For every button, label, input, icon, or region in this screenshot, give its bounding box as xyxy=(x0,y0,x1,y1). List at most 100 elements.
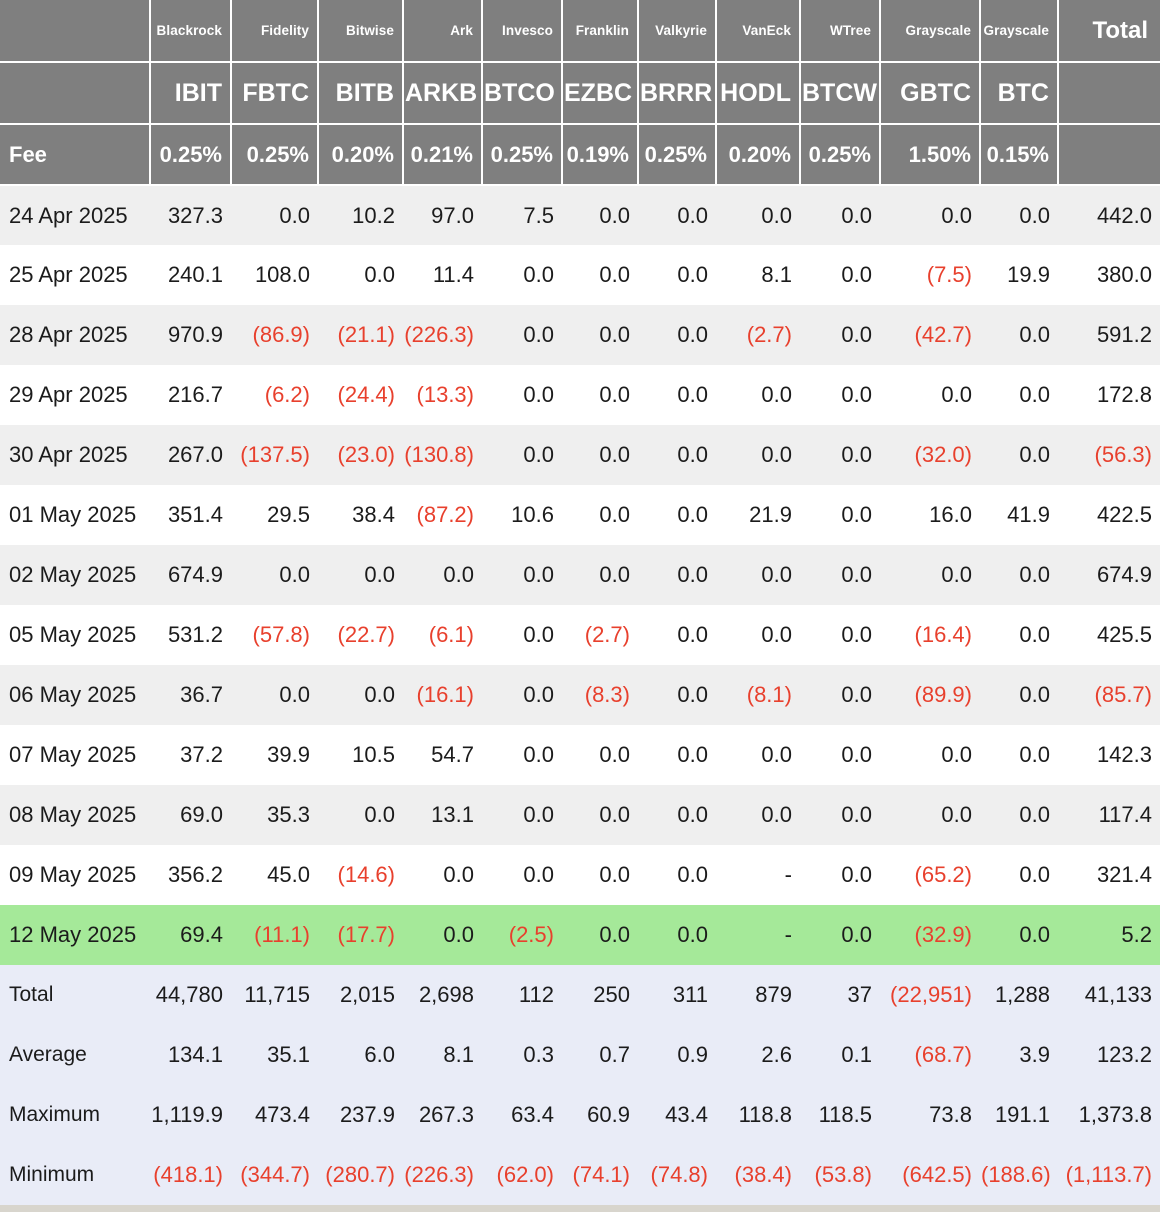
table-header: Blackrock Fidelity Bitwise Ark Invesco Frankl… xyxy=(0,0,1160,186)
summary-value-cell: (53.8) xyxy=(800,1145,880,1205)
summary-value-cell: 1,119.9 xyxy=(150,1085,231,1145)
table-row: 25 Apr 2025 240.1 108.0 0.0 11.4 0.0 0.0 0.0 8.1… xyxy=(0,245,1160,305)
row-total-cell: 172.8 xyxy=(1058,365,1160,425)
summary-total-cell: 1,373.8 xyxy=(1058,1085,1160,1145)
summary-value-cell: 0.9 xyxy=(638,1025,716,1085)
row-total-cell: 380.0 xyxy=(1058,245,1160,305)
provider-header-cell: Invesco xyxy=(481,0,563,63)
value-cell: 38.4 xyxy=(318,485,403,545)
summary-value-cell: (22,951) xyxy=(880,965,980,1025)
table-row: 02 May 2025 674.9 0.0 0.0 0.0 0.0 0.0 0.0 0.0 0.0… xyxy=(0,545,1160,605)
value-cell: 10.2 xyxy=(318,185,403,245)
corner-cell xyxy=(0,0,151,63)
value-cell: 10.6 xyxy=(482,485,562,545)
total-header-cell: Total xyxy=(1057,0,1160,63)
value-cell: 0.0 xyxy=(800,665,880,725)
ticker-header-cell: IBIT xyxy=(149,61,232,125)
summary-value-cell: 37 xyxy=(800,965,880,1025)
value-cell: 0.0 xyxy=(980,605,1058,665)
table-row: 28 Apr 2025 970.9 (86.9) (21.1) (226.3) 0.0 0.… xyxy=(0,305,1160,365)
value-cell: (57.8) xyxy=(231,605,318,665)
value-cell: (24.4) xyxy=(318,365,403,425)
summary-value-cell: 43.4 xyxy=(638,1085,716,1145)
ticker-header-cell: BITB xyxy=(317,61,404,125)
total-fee-empty-cell xyxy=(1057,123,1160,186)
value-cell: 0.0 xyxy=(980,185,1058,245)
summary-value-cell: 0.3 xyxy=(482,1025,562,1085)
date-cell: 05 May 2025 xyxy=(0,605,150,665)
date-cell: 12 May 2025 xyxy=(0,905,150,965)
summary-value-cell: (344.7) xyxy=(231,1145,318,1205)
summary-label-cell: Average xyxy=(0,1025,150,1085)
summary-value-cell: 35.1 xyxy=(231,1025,318,1085)
value-cell: 69.4 xyxy=(150,905,231,965)
value-cell: 0.0 xyxy=(562,185,638,245)
summary-value-cell: 473.4 xyxy=(231,1085,318,1145)
value-cell: 0.0 xyxy=(638,605,716,665)
value-cell: 970.9 xyxy=(150,305,231,365)
summary-value-cell: (280.7) xyxy=(318,1145,403,1205)
row-total-cell: 425.5 xyxy=(1058,605,1160,665)
value-cell: 35.3 xyxy=(231,785,318,845)
value-cell: 0.0 xyxy=(880,785,980,845)
summary-value-cell: (38.4) xyxy=(716,1145,800,1205)
value-cell: 0.0 xyxy=(716,425,800,485)
value-cell: 0.0 xyxy=(638,785,716,845)
value-cell: 0.0 xyxy=(562,545,638,605)
fee-value-cell: 0.25% xyxy=(637,123,717,186)
date-cell: 30 Apr 2025 xyxy=(0,425,150,485)
value-cell: 0.0 xyxy=(638,245,716,305)
summary-value-cell: 250 xyxy=(562,965,638,1025)
value-cell: 0.0 xyxy=(716,185,800,245)
value-cell: 16.0 xyxy=(880,485,980,545)
value-cell: 0.0 xyxy=(638,545,716,605)
provider-header-cell: VanEck xyxy=(715,0,801,63)
fee-value-cell: 0.15% xyxy=(979,123,1059,186)
value-cell: 674.9 xyxy=(150,545,231,605)
value-cell: 0.0 xyxy=(638,365,716,425)
summary-value-cell: 63.4 xyxy=(482,1085,562,1145)
summary-value-cell: 1,288 xyxy=(980,965,1058,1025)
value-cell: (89.9) xyxy=(880,665,980,725)
value-cell: 0.0 xyxy=(800,365,880,425)
value-cell: 0.0 xyxy=(562,785,638,845)
summary-row: Average 134.1 35.1 6.0 8.1 0.3 0.7 0.9 2.6 0.1 (68… xyxy=(0,1025,1160,1085)
fee-value-cell: 0.25% xyxy=(230,123,319,186)
value-cell: 0.0 xyxy=(231,545,318,605)
summary-total-cell: (1,113.7) xyxy=(1058,1145,1160,1205)
provider-header-cell: Grayscale xyxy=(879,0,981,63)
value-cell: 7.5 xyxy=(482,185,562,245)
corner-cell xyxy=(0,61,151,125)
row-total-cell: 117.4 xyxy=(1058,785,1160,845)
summary-value-cell: 8.1 xyxy=(403,1025,482,1085)
value-cell: 97.0 xyxy=(403,185,482,245)
value-cell: (23.0) xyxy=(318,425,403,485)
value-cell: 45.0 xyxy=(231,845,318,905)
bottom-scrollbar-track xyxy=(0,1205,1160,1212)
value-cell: 356.2 xyxy=(150,845,231,905)
summary-label-cell: Minimum xyxy=(0,1145,150,1205)
date-cell: 29 Apr 2025 xyxy=(0,365,150,425)
summary-value-cell: 267.3 xyxy=(403,1085,482,1145)
value-cell: 0.0 xyxy=(482,845,562,905)
value-cell: 0.0 xyxy=(318,245,403,305)
value-cell: 0.0 xyxy=(562,425,638,485)
date-cell: 02 May 2025 xyxy=(0,545,150,605)
summary-value-cell: (418.1) xyxy=(150,1145,231,1205)
value-cell: 0.0 xyxy=(318,665,403,725)
value-cell: 0.0 xyxy=(980,725,1058,785)
value-cell: 0.0 xyxy=(800,845,880,905)
summary-value-cell: (642.5) xyxy=(880,1145,980,1205)
summary-value-cell: (62.0) xyxy=(482,1145,562,1205)
summary-value-cell: 6.0 xyxy=(318,1025,403,1085)
provider-header-cell: Fidelity xyxy=(230,0,319,63)
provider-header-cell: Grayscale xyxy=(979,0,1059,63)
summary-row: Maximum 1,119.9 473.4 237.9 267.3 63.4 60.9 43.… xyxy=(0,1085,1160,1145)
table-row: 29 Apr 2025 216.7 (6.2) (24.4) (13.3) 0.0 0.0 0… xyxy=(0,365,1160,425)
summary-label-cell: Total xyxy=(0,965,150,1025)
value-cell: 13.1 xyxy=(403,785,482,845)
value-cell: 19.9 xyxy=(980,245,1058,305)
value-cell: 0.0 xyxy=(638,665,716,725)
ticker-header-row: IBIT FBTC BITB ARKB BTCO EZBC BRRR HODL BTCW GBTC… xyxy=(0,61,1160,125)
value-cell: 0.0 xyxy=(562,305,638,365)
